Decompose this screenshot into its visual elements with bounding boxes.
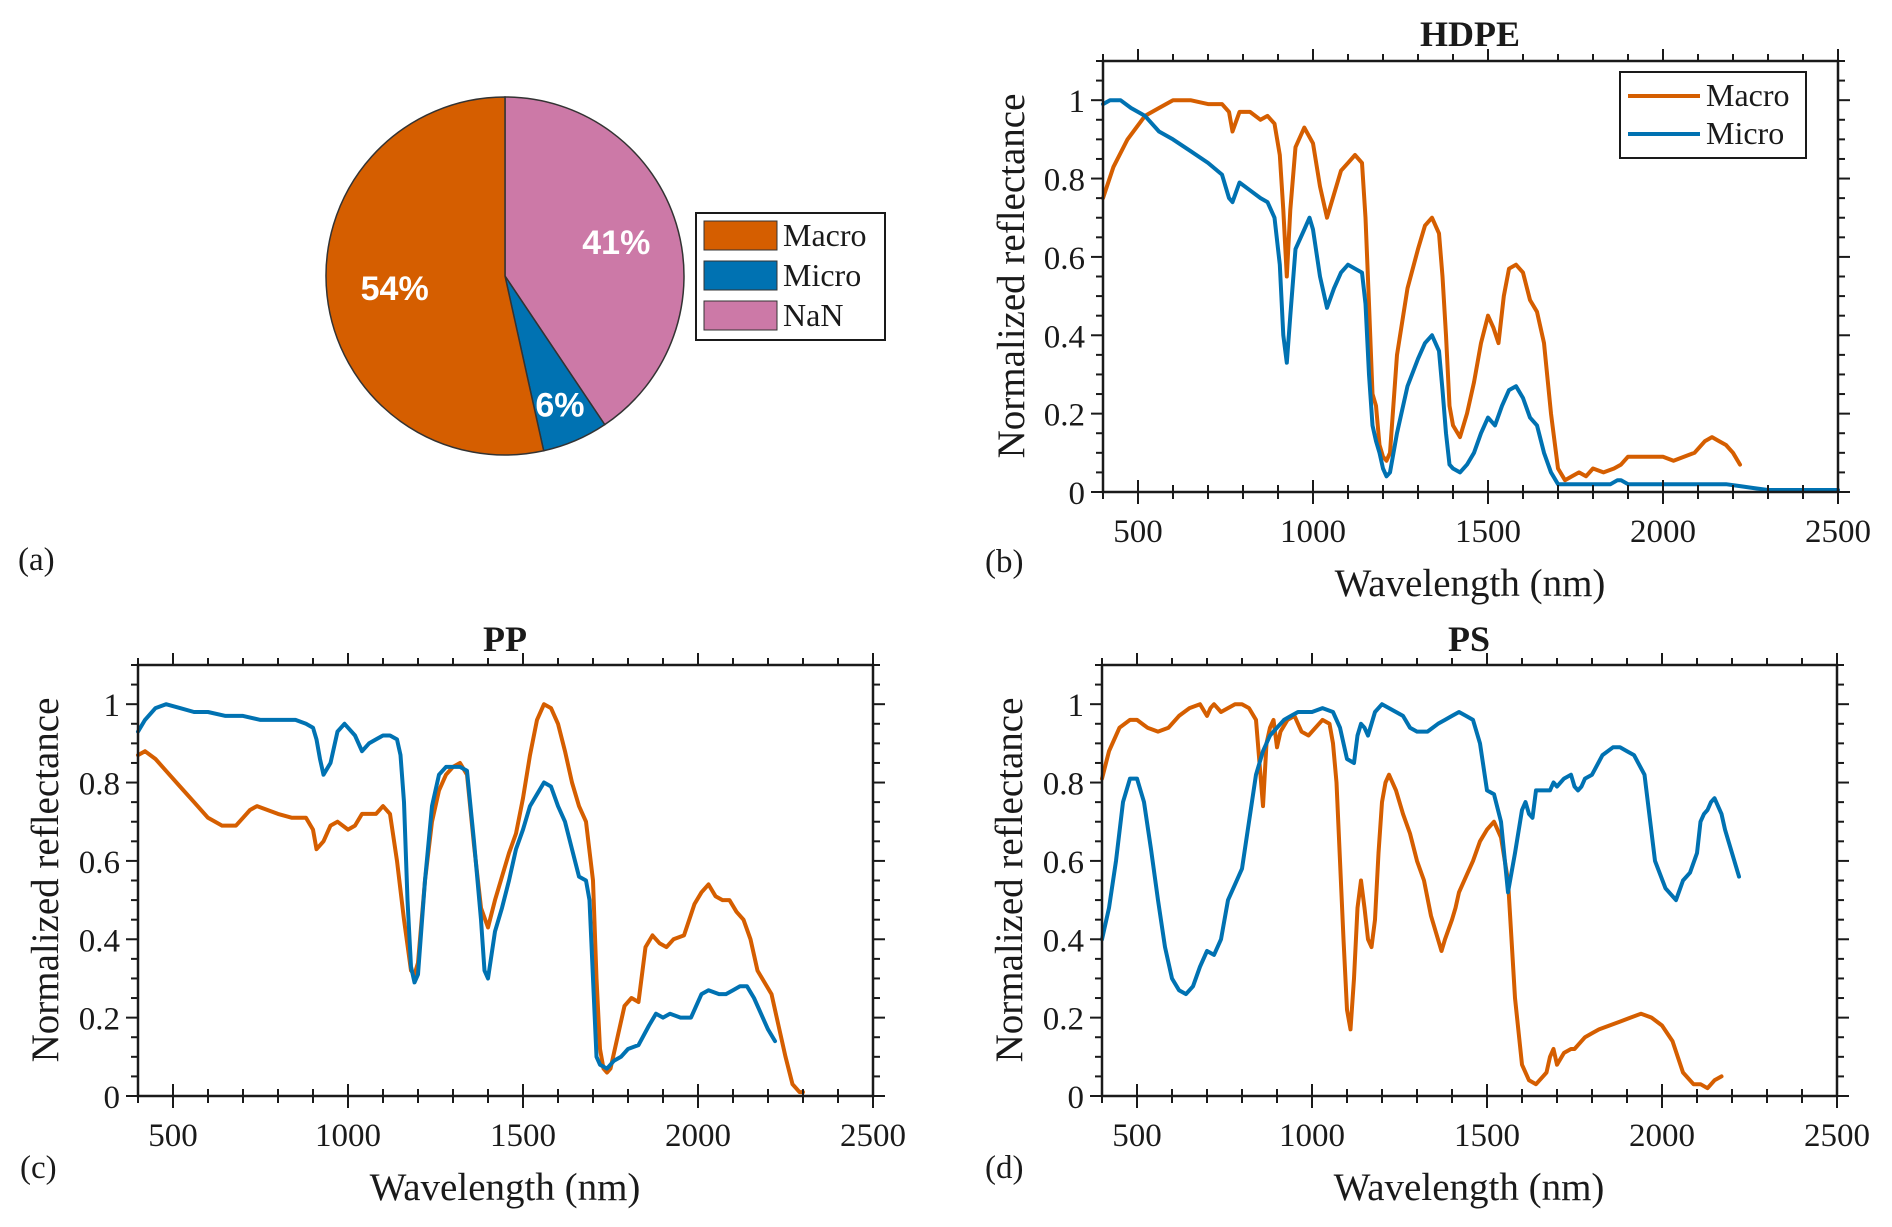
ps-y-tick-label: 0.6 xyxy=(1043,845,1084,881)
hdpe-series-macro xyxy=(1101,98,1742,483)
pp-y-tick-label: 1 xyxy=(104,688,121,724)
pp-chart-panel: 500 1000 1500 2000 2500 0 0.2 0.4 0.6 0.8 1 PP Wav… xyxy=(20,619,906,1209)
pp-title: PP xyxy=(483,619,527,659)
legend-label-nan: NaN xyxy=(783,297,843,333)
hdpe-x-tick-label: 2000 xyxy=(1630,514,1696,550)
ps-y-tick-label: 0 xyxy=(1068,1080,1085,1116)
legend-swatch-micro xyxy=(703,260,778,291)
ps-x-tick-label: 2000 xyxy=(1629,1118,1695,1154)
pie-chart-panel: 41% 6% 54% Macro Micro NaN (a) xyxy=(18,96,886,578)
panel-label-c: (c) xyxy=(20,1150,57,1186)
ps-y-tick-label: 0.2 xyxy=(1043,1002,1084,1038)
hdpe-x-axis-label: Wavelength (nm) xyxy=(1335,562,1606,605)
pie-labels: 41% 6% 54% xyxy=(361,224,651,424)
ps-y-axis-label: Normalized reflectance xyxy=(988,698,1031,1063)
legend-swatch-nan xyxy=(703,300,778,331)
pp-x-tick-label: 2000 xyxy=(665,1118,731,1154)
hdpe-y-tick-label: 0.2 xyxy=(1044,398,1085,434)
pie-label-macro: 54% xyxy=(361,270,429,308)
legend-swatch-macro xyxy=(703,220,778,251)
hdpe-legend: Macro Micro xyxy=(1619,71,1807,159)
hdpe-x-tick-label: 2500 xyxy=(1805,514,1871,550)
ps-y-tick-label: 0.4 xyxy=(1043,923,1084,959)
pp-x-tick-label: 2500 xyxy=(840,1118,906,1154)
hdpe-y-tick-label: 0.6 xyxy=(1044,241,1085,277)
ps-series-macro xyxy=(1100,702,1724,1091)
pp-y-tick-label: 0.2 xyxy=(79,1002,120,1038)
hdpe-y-tick-label: 1 xyxy=(1069,84,1086,120)
pp-y-axis-label: Normalized reflectance xyxy=(24,698,67,1063)
pp-y-tick-label: 0.8 xyxy=(79,767,120,803)
pie-legend: Macro Micro NaN xyxy=(695,212,886,341)
panel-label-a: (a) xyxy=(18,542,55,578)
hdpe-x-tick-label: 500 xyxy=(1113,514,1163,550)
pp-y-tick-label: 0.4 xyxy=(79,923,120,959)
hdpe-plot-area: 500 1000 1500 2000 2500 0 0.2 0.4 0.6 0.8 1 xyxy=(1044,49,1871,550)
legend-label-micro: Micro xyxy=(783,257,861,293)
pp-axes-box xyxy=(136,663,875,1098)
ps-chart-panel: 500 1000 1500 2000 2500 0 0.2 0.4 0.6 0.8 1 PS Wav… xyxy=(985,619,1870,1209)
hdpe-x-tick-label: 1000 xyxy=(1280,514,1346,550)
pp-series-macro xyxy=(136,702,805,1095)
ps-x-tick-label: 1500 xyxy=(1454,1118,1520,1154)
pie-slice-macro xyxy=(325,96,545,456)
ps-series-micro xyxy=(1100,702,1741,997)
pie-label-micro: 6% xyxy=(535,386,584,424)
pp-x-tick-label: 500 xyxy=(148,1118,198,1154)
pp-x-axis-label: Wavelength (nm) xyxy=(370,1166,641,1209)
ps-x-tick-label: 500 xyxy=(1112,1118,1162,1154)
pie-slices xyxy=(325,96,685,456)
pie-label-nan: 41% xyxy=(582,224,650,262)
hdpe-legend-label-macro: Macro xyxy=(1706,77,1790,113)
ps-x-axis-label: Wavelength (nm) xyxy=(1334,1166,1605,1209)
hdpe-legend-box xyxy=(1619,71,1807,159)
hdpe-legend-label-micro: Micro xyxy=(1706,115,1784,151)
hdpe-x-tick-label: 1500 xyxy=(1455,514,1521,550)
ps-title: PS xyxy=(1448,619,1490,659)
hdpe-series-micro xyxy=(1101,98,1840,492)
panel-label-b: (b) xyxy=(985,544,1023,580)
hdpe-y-axis-label: Normalized reflectance xyxy=(990,94,1033,459)
pp-x-tick-label: 1500 xyxy=(490,1118,556,1154)
hdpe-chart-panel: 500 1000 1500 2000 2500 0 0.2 0.4 0.6 0.8 1 HDPE W… xyxy=(985,14,1871,605)
ps-y-tick-label: 1 xyxy=(1068,688,1085,724)
ps-y-tick-label: 0.8 xyxy=(1043,767,1084,803)
pp-y-tick-label: 0 xyxy=(104,1080,121,1116)
ps-x-tick-label: 2500 xyxy=(1804,1118,1870,1154)
pp-y-tick-label: 0.6 xyxy=(79,845,120,881)
ps-x-tick-label: 1000 xyxy=(1279,1118,1345,1154)
hdpe-y-tick-label: 0 xyxy=(1069,476,1086,512)
hdpe-title: HDPE xyxy=(1420,14,1520,54)
panel-label-d: (d) xyxy=(985,1150,1023,1186)
hdpe-y-tick-label: 0.8 xyxy=(1044,163,1085,199)
pp-x-tick-label: 1000 xyxy=(315,1118,381,1154)
hdpe-y-tick-label: 0.4 xyxy=(1044,319,1085,355)
legend-label-macro: Macro xyxy=(783,217,867,253)
pie-slice-nan xyxy=(504,96,685,426)
ps-axes-box xyxy=(1100,663,1839,1098)
ps-plot-area: 500 1000 1500 2000 2500 0 0.2 0.4 0.6 0.8 1 xyxy=(1043,653,1870,1154)
pp-series-micro xyxy=(136,702,777,1071)
pp-plot-area: 500 1000 1500 2000 2500 0 0.2 0.4 0.6 0.8 1 xyxy=(79,653,906,1154)
